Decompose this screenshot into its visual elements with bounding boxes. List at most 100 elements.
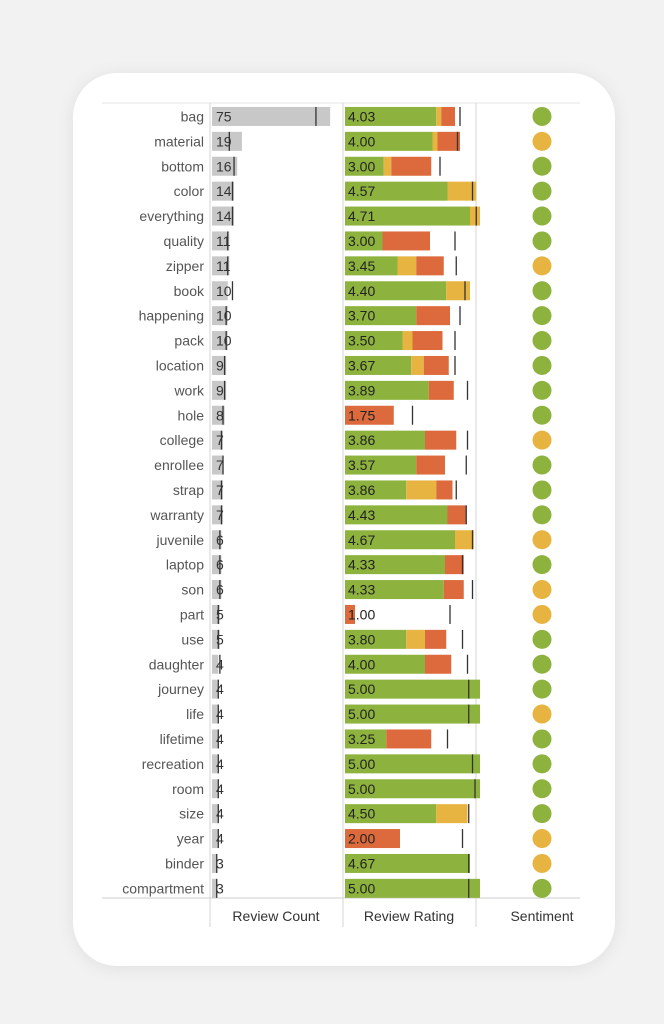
- keyword-label: lifetime: [160, 731, 205, 747]
- rating-bar-negative: [382, 231, 430, 251]
- review-rating-value: 4.50: [348, 806, 375, 822]
- keyword-label: book: [174, 283, 205, 299]
- review-count-value: 7: [216, 482, 224, 498]
- review-count-bar: [212, 530, 222, 550]
- review-count-value: 75: [216, 108, 232, 124]
- review-count-bar: [212, 853, 217, 873]
- sentiment-dot: [532, 804, 552, 824]
- sentiment-dot: [532, 256, 552, 276]
- review-count-bar: [212, 704, 219, 724]
- keyword-label: happening: [139, 308, 204, 324]
- review-rating-value: 1.75: [348, 407, 375, 423]
- rating-bar-negative: [425, 654, 452, 674]
- rating-bar-negative: [391, 156, 432, 176]
- review-count-bar: [212, 729, 219, 749]
- review-rating-value: 4.33: [348, 582, 375, 598]
- sentiment-dot: [532, 430, 552, 450]
- rating-bar-negative: [416, 455, 445, 475]
- rating-bar-negative: [436, 480, 453, 500]
- review-rating-value: 3.70: [348, 308, 375, 324]
- keyword-label: zipper: [166, 258, 204, 274]
- rating-bar-positive: [345, 505, 448, 525]
- sentiment-dot: [532, 131, 552, 151]
- sentiment-dot: [532, 654, 552, 674]
- review-count-bar: [212, 131, 242, 151]
- review-count-value: 6: [216, 557, 224, 573]
- keyword-label: life: [186, 706, 204, 722]
- sentiment-dot: [532, 629, 552, 649]
- keyword-label: everything: [139, 208, 204, 224]
- keyword-label: journey: [157, 681, 204, 697]
- review-count-value: 4: [216, 781, 224, 797]
- review-count-bar: [212, 355, 227, 375]
- sentiment-dot: [532, 405, 552, 425]
- sentiment-dot: [532, 530, 552, 550]
- keyword-label: binder: [165, 855, 204, 871]
- keyword-label: daughter: [149, 656, 205, 672]
- sentiment-dot: [532, 156, 552, 176]
- review-count-bar: [212, 604, 220, 624]
- rating-bar-positive: [345, 231, 383, 251]
- review-count-value: 6: [216, 582, 224, 598]
- review-count-value: 4: [216, 756, 224, 772]
- rating-bar-negative: [425, 430, 457, 450]
- review-count-value: 16: [216, 158, 232, 174]
- rating-bar-negative: [412, 331, 443, 351]
- rating-bar-positive: [345, 380, 429, 400]
- review-count-bar: [212, 829, 219, 849]
- review-count-value: 10: [216, 283, 232, 299]
- keyword-label: juvenile: [156, 532, 205, 548]
- keyword-label: year: [177, 831, 205, 847]
- rating-bar-positive: [345, 480, 407, 500]
- rating-bar-positive: [345, 206, 470, 226]
- keyword-label: laptop: [166, 557, 204, 573]
- rating-bar-positive: [345, 654, 425, 674]
- review-rating-value: 4.40: [348, 283, 375, 299]
- review-count-bar: [212, 654, 219, 674]
- review-rating-value: 4.00: [348, 133, 375, 149]
- review-count-value: 7: [216, 507, 224, 523]
- review-count-bar: [212, 181, 235, 201]
- review-rating-value: 3.50: [348, 333, 375, 349]
- sentiment-dot: [532, 505, 552, 525]
- rating-bar-positive: [345, 878, 480, 898]
- sentiment-dot: [532, 729, 552, 749]
- review-count-value: 14: [216, 183, 232, 199]
- keyword-label: bag: [181, 108, 204, 124]
- keyword-label: college: [160, 432, 205, 448]
- rating-bar-negative: [425, 629, 447, 649]
- review-count-bar: [212, 455, 224, 475]
- review-rating-value: 3.67: [348, 357, 375, 373]
- keyword-label: use: [181, 631, 204, 647]
- rating-bar-negative: [345, 405, 394, 425]
- review-rating-value: 5.00: [348, 880, 375, 896]
- keyword-label: work: [173, 382, 205, 398]
- sentiment-dot: [532, 306, 552, 326]
- rating-bar-positive: [345, 355, 412, 375]
- review-rating-value: 3.00: [348, 233, 375, 249]
- rating-bar-negative: [428, 380, 454, 400]
- rating-bar-neutral: [406, 480, 437, 500]
- rating-bar-positive: [345, 455, 417, 475]
- sentiment-dot: [532, 331, 552, 351]
- keyword-label: recreation: [142, 756, 204, 772]
- keyword-label: strap: [173, 482, 204, 498]
- rating-bar-neutral: [455, 530, 474, 550]
- review-count-value: 3: [216, 880, 224, 896]
- column-header: Review Rating: [364, 908, 454, 924]
- sentiment-dot: [532, 106, 552, 126]
- review-count-value: 11: [216, 233, 231, 249]
- rating-bar-neutral: [447, 181, 477, 201]
- review-rating-value: 3.57: [348, 457, 375, 473]
- sentiment-dot: [532, 455, 552, 475]
- keyword-label: hole: [178, 407, 205, 423]
- rating-bar-neutral: [397, 256, 417, 276]
- review-count-value: 7: [216, 432, 224, 448]
- rating-bar-positive: [345, 580, 444, 600]
- review-count-bar: [212, 156, 238, 176]
- review-rating-value: 4.00: [348, 656, 375, 672]
- rating-bar-negative: [423, 355, 449, 375]
- rating-bar-positive: [345, 679, 480, 699]
- keyword-label: location: [156, 357, 204, 373]
- review-count-value: 8: [216, 407, 224, 423]
